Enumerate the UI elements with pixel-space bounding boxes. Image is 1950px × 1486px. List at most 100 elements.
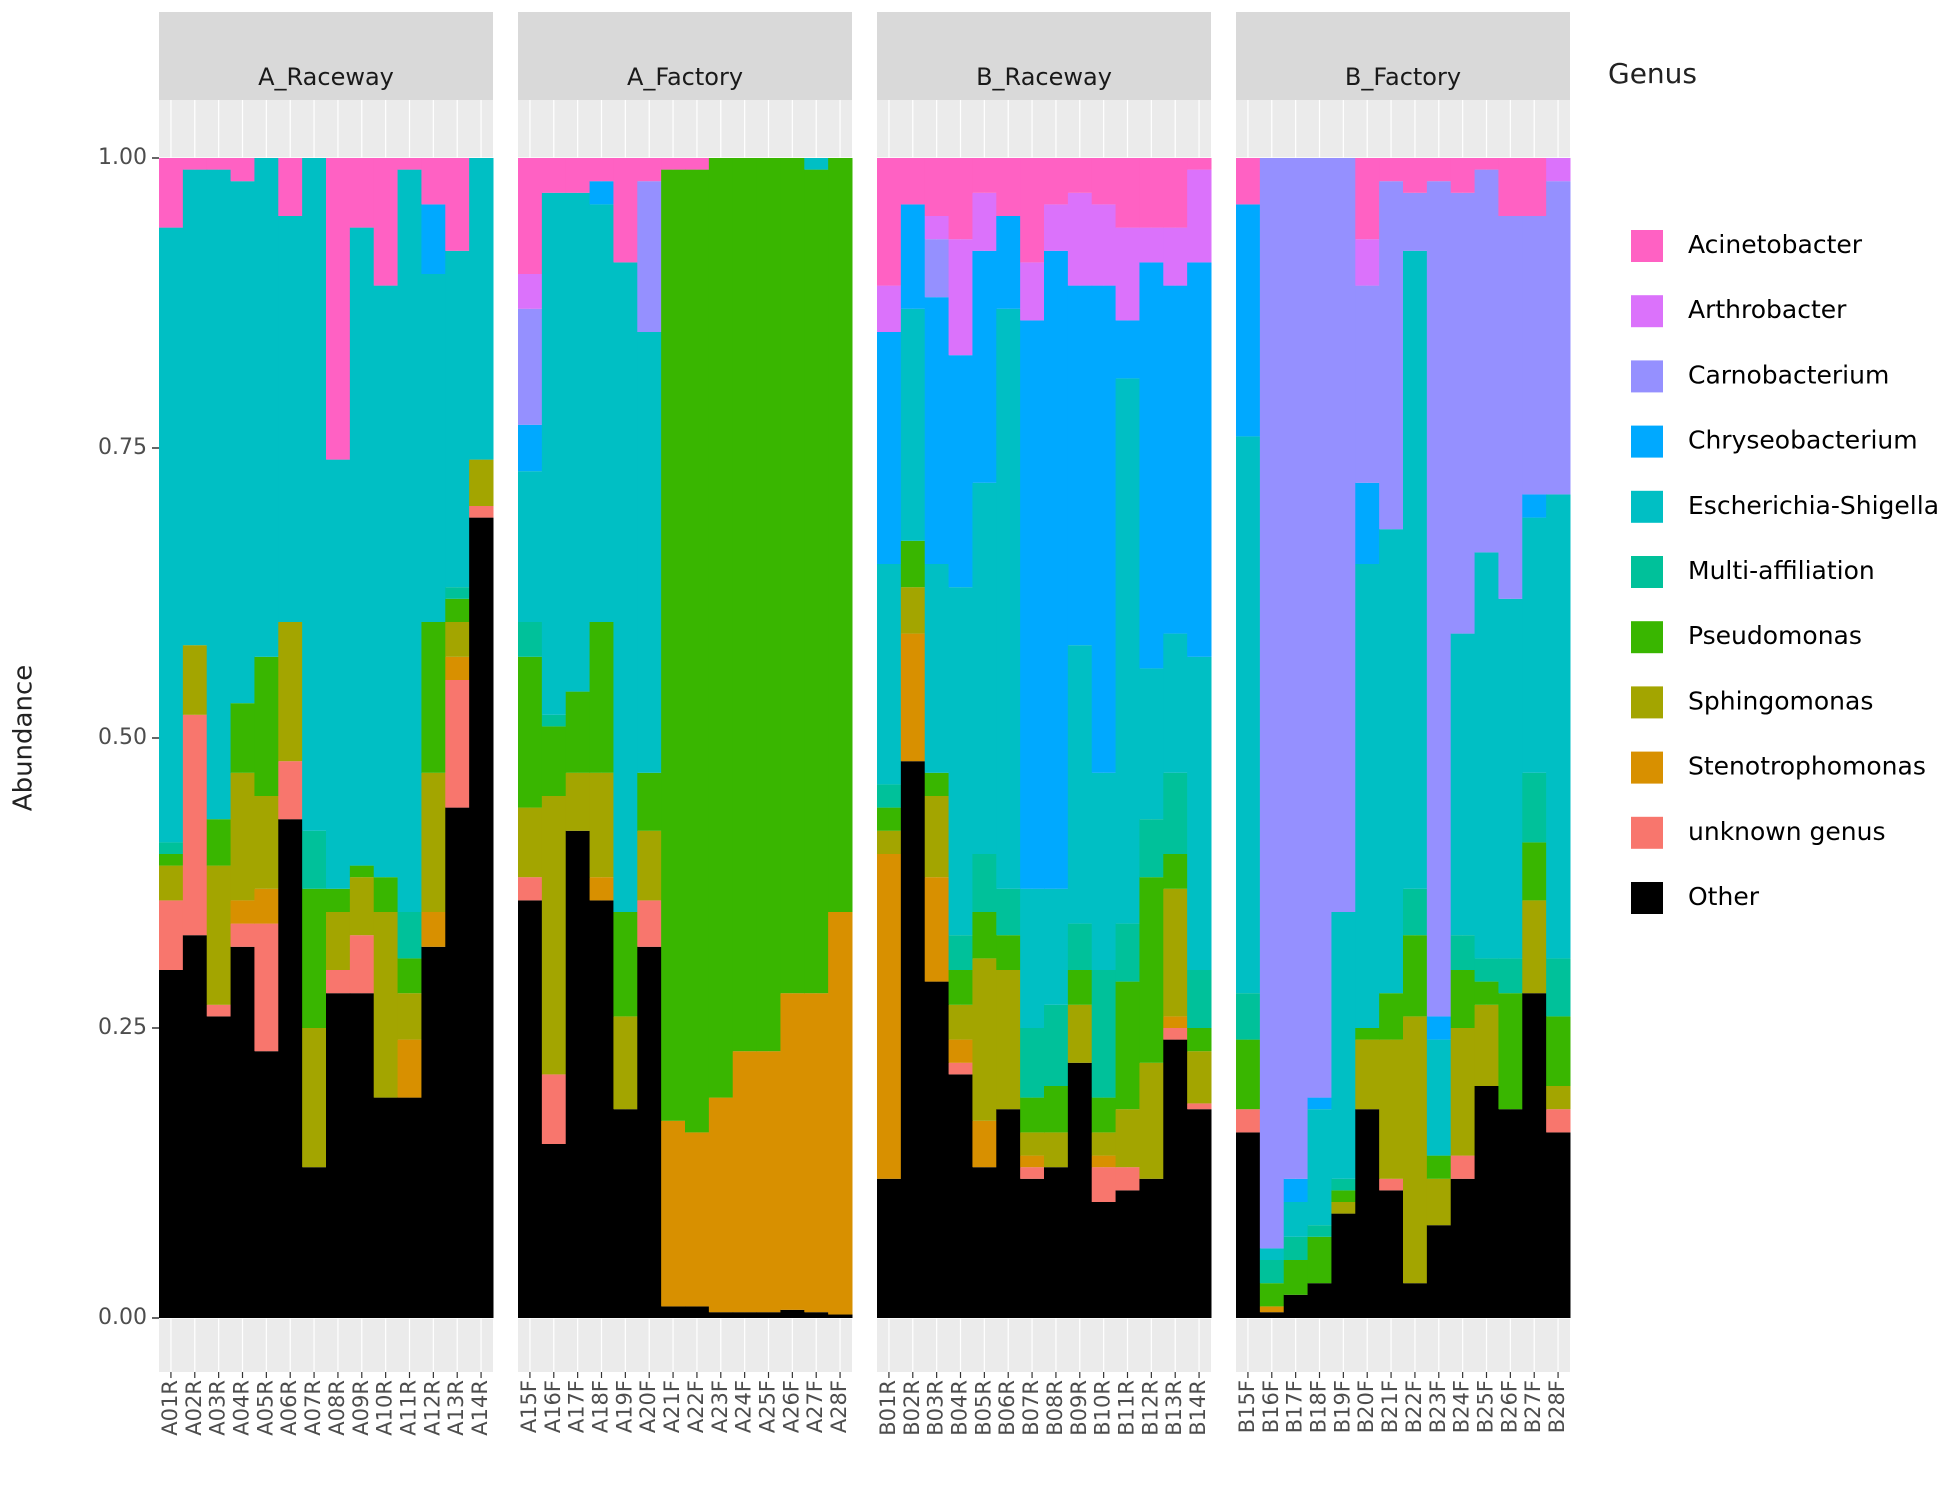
bar-segment [924,297,950,564]
legend-title: Genus [1608,57,1697,90]
bar-segment [708,158,734,1098]
x-tick-label: A20F [636,1380,660,1433]
bar-segment [732,158,758,1052]
bar-segment [230,772,255,901]
bar-segment [948,1074,973,1318]
bar-segment [254,923,279,1052]
bar-segment [613,262,638,912]
bar-segment [1115,1109,1140,1168]
legend-key [1631,360,1663,393]
bar-segment [1522,494,1547,518]
x-tick-label: A22F [684,1380,708,1433]
bar-segment [278,216,303,622]
bar-segment [1522,216,1547,495]
bar-segment [1307,158,1332,1098]
bar-segment [373,877,399,912]
bar-segment [1307,1097,1332,1110]
bar-segment [421,204,446,274]
bar-segment [1379,529,1404,994]
bar-segment [828,912,853,1315]
bar-segment [1067,645,1093,924]
bar-segment [972,912,997,959]
bar-segment [1020,320,1045,889]
bar-segment [948,1062,973,1075]
bar-segment [302,1028,327,1168]
bar-segment [613,1109,638,1318]
bar-segment [518,158,543,274]
bar-segment [1236,993,1261,1040]
bar-segment [1283,1202,1309,1237]
bar-segment [421,274,446,622]
bar-segment [373,1097,399,1318]
bar-segment [1474,958,1499,982]
legend-key [1631,816,1663,849]
bar-segment [1474,169,1499,553]
bar-segment [421,772,446,912]
bar-segment [373,285,399,878]
x-tick-label: A14R [468,1380,492,1436]
bar-segment [159,158,184,228]
strip-background [518,12,852,100]
strip-background [877,12,1211,100]
bar-segment [1474,1004,1499,1086]
bar-segment [1474,158,1499,170]
bar-segment [948,587,973,936]
legend-label: unknown genus [1688,817,1886,846]
bar-segment [326,912,351,970]
x-tick-label: B16F [1259,1380,1283,1433]
x-tick-label: A26F [779,1380,803,1433]
bar-segment [1091,1097,1117,1133]
x-tick-label: A19F [612,1380,636,1433]
bar-segment [1187,1103,1212,1110]
bar-segment [685,1132,710,1307]
bar-segment [972,482,997,854]
bar-segment [948,1039,973,1063]
bar-segment [1044,888,1069,1005]
bar-segment [1187,1109,1212,1318]
bar-segment [756,158,781,1052]
bar-segment [1546,958,1571,1017]
bar-segment [1139,668,1164,820]
bar-segment [373,158,399,286]
x-tick-label: B04R [948,1380,972,1436]
bar-segment [541,796,567,1075]
bar-segment [541,714,567,727]
legend-label: Chryseobacterium [1688,426,1918,455]
bar-segment [278,761,303,820]
bar-segment [541,1144,567,1318]
bar-segment [1403,158,1428,193]
bar-segment [900,204,926,309]
bar-segment [1163,1016,1188,1028]
bar-segment [996,1109,1021,1318]
bar-segment [1522,772,1547,843]
bar-segment [1474,552,1499,959]
x-tick-label: B26F [1497,1380,1521,1433]
bar-segment [206,169,232,820]
bar-segment [1522,158,1547,216]
x-tick-label: B15F [1235,1380,1259,1433]
bar-segment [1163,888,1188,1017]
bar-segment [1187,1051,1212,1104]
bar-segment [1259,1306,1285,1313]
bar-segment [518,877,543,901]
strip-label: A_Factory [627,63,743,91]
bar-segment [1163,227,1188,286]
bar-segment [518,308,543,425]
bar-segment [1474,981,1499,1005]
bar-segment [326,993,351,1318]
x-tick-label: B12R [1138,1380,1162,1436]
bar-segment [1236,1039,1261,1110]
legend-key [1631,425,1663,458]
bar-segment [948,970,973,1005]
bar-segment [1020,262,1045,321]
bar-segment [1307,1109,1332,1226]
bar-segment [1355,158,1380,240]
bar-segment [708,1312,734,1318]
bar-segment [948,239,973,356]
x-tick-label: B10R [1091,1380,1115,1436]
bar-segment [877,158,902,286]
x-tick-label: B28F [1545,1380,1569,1433]
bar-segment [924,216,950,240]
bar-segment [996,308,1021,889]
